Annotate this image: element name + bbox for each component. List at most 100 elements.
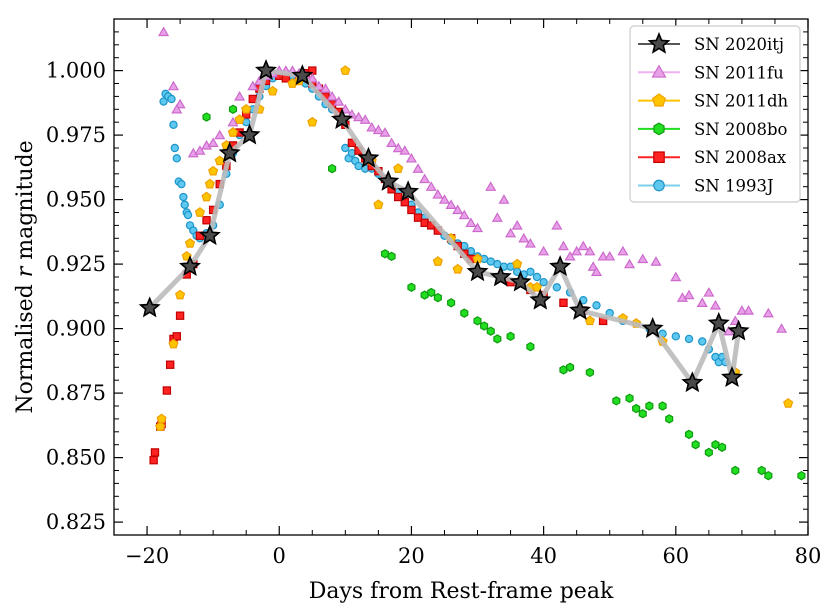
data-point xyxy=(571,245,583,256)
data-point xyxy=(167,80,180,91)
y-axis-title-variable: r xyxy=(13,265,38,277)
data-point xyxy=(373,199,384,210)
legend-label: SN 1993J xyxy=(694,177,774,196)
data-point xyxy=(532,272,542,282)
data-point xyxy=(433,292,442,303)
data-point xyxy=(169,120,178,129)
data-point xyxy=(711,440,720,450)
legend-label: SN 2008bo xyxy=(694,120,788,139)
data-point xyxy=(458,209,470,220)
data-point xyxy=(638,409,647,419)
legend-marker xyxy=(653,151,665,164)
legend-entry: SN 2008bo xyxy=(638,120,788,139)
data-point xyxy=(319,83,332,93)
data-point xyxy=(267,85,278,96)
data-point xyxy=(585,367,594,378)
data-point xyxy=(425,181,437,191)
data-point xyxy=(797,470,806,481)
x-tick-label: 40 xyxy=(530,544,557,568)
data-point xyxy=(783,398,794,408)
series-line xyxy=(147,68,742,386)
data-point xyxy=(386,137,398,148)
data-point xyxy=(509,270,532,292)
y-tick-label: 0.950 xyxy=(46,188,106,212)
data-point xyxy=(379,127,391,137)
data-point xyxy=(776,323,788,333)
data-point xyxy=(506,331,515,342)
x-tick-label: 20 xyxy=(398,544,425,568)
data-point xyxy=(665,414,674,424)
data-point xyxy=(727,319,750,341)
data-point xyxy=(584,315,595,326)
data-point xyxy=(597,250,609,261)
data-point xyxy=(194,207,206,217)
data-point xyxy=(234,114,245,124)
data-point xyxy=(155,421,166,431)
data-point xyxy=(394,192,403,202)
data-point xyxy=(399,145,411,155)
legend-entry: SN 2008ax xyxy=(638,148,787,167)
data-point xyxy=(671,332,681,341)
data-point xyxy=(529,288,552,310)
data-point xyxy=(207,137,219,148)
data-point xyxy=(165,360,175,369)
data-point xyxy=(170,143,180,153)
data-point xyxy=(684,334,694,344)
data-point xyxy=(637,253,649,264)
y-tick-label: 0.925 xyxy=(46,252,106,276)
data-point xyxy=(460,308,469,318)
data-point xyxy=(333,96,345,106)
legend-marker xyxy=(651,64,667,78)
legend-entry: SN 2011fu xyxy=(638,63,784,82)
data-point xyxy=(486,326,495,336)
data-point xyxy=(526,267,535,277)
data-point xyxy=(150,448,160,457)
data-point xyxy=(485,181,497,191)
y-tick-label: 0.875 xyxy=(46,381,106,405)
data-point xyxy=(762,307,774,318)
data-point xyxy=(366,121,378,132)
legend-marker xyxy=(653,179,665,192)
data-point xyxy=(175,289,186,300)
legend-marker xyxy=(651,93,667,107)
series-sn-2008bo xyxy=(202,104,806,481)
data-point xyxy=(551,220,563,230)
data-point xyxy=(684,429,694,440)
data-point xyxy=(171,103,183,114)
data-point xyxy=(393,163,404,173)
data-point xyxy=(168,338,179,349)
data-point xyxy=(720,366,744,387)
legend-label: SN 2011fu xyxy=(694,63,784,82)
data-point xyxy=(565,362,575,372)
data-point xyxy=(764,470,773,481)
data-point xyxy=(650,256,662,266)
legend-marker xyxy=(653,122,665,136)
data-point xyxy=(175,311,185,320)
data-point xyxy=(202,112,211,122)
data-point xyxy=(491,212,503,222)
y-tick-label: 1.000 xyxy=(46,59,106,83)
data-point xyxy=(228,104,238,114)
data-point xyxy=(557,240,569,251)
legend-entry: SN 2011dh xyxy=(638,92,789,111)
data-point xyxy=(539,277,548,287)
data-point xyxy=(549,255,572,277)
data-point xyxy=(538,245,550,256)
data-point xyxy=(156,413,167,424)
data-point xyxy=(427,287,436,298)
data-point xyxy=(227,127,239,137)
data-point xyxy=(407,282,416,293)
data-point xyxy=(592,301,601,310)
data-point xyxy=(306,72,318,83)
data-point xyxy=(234,90,246,101)
data-point xyxy=(612,396,621,406)
y-tick-label: 0.825 xyxy=(46,510,106,534)
data-point xyxy=(208,165,219,176)
data-point xyxy=(489,265,512,287)
tick-labels: −20 0 20 40 60 80 0.825 0.850 0.875 0.900 0.925 0.9… xyxy=(46,59,821,568)
data-point xyxy=(552,283,562,292)
data-point xyxy=(183,210,193,220)
legend-label: SN 2020itj xyxy=(694,35,784,54)
data-point xyxy=(718,442,727,452)
